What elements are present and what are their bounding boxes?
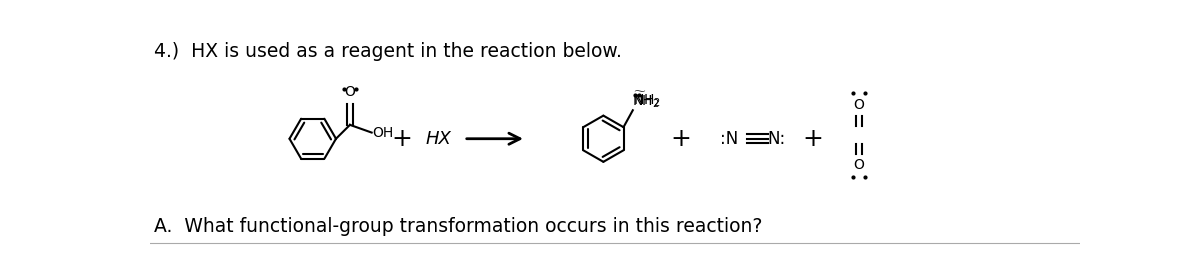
Text: +: +: [671, 127, 691, 151]
Text: HX: HX: [425, 130, 451, 148]
Text: +: +: [391, 127, 413, 151]
Text: $\mathregular{\widetilde{N}H_2}$: $\mathregular{\widetilde{N}H_2}$: [632, 90, 661, 109]
Text: N:: N:: [768, 130, 786, 148]
Text: 4.)  HX is used as a reagent in the reaction below.: 4.) HX is used as a reagent in the react…: [154, 42, 622, 61]
Text: O: O: [853, 98, 864, 112]
Text: O: O: [853, 158, 864, 172]
Text: OH: OH: [372, 125, 394, 140]
Text: :N: :N: [720, 130, 738, 148]
Text: A.  What functional-group transformation occurs in this reaction?: A. What functional-group transformation …: [154, 217, 762, 236]
Text: O: O: [344, 86, 355, 99]
Text: +: +: [802, 127, 823, 151]
Text: NH$_2$: NH$_2$: [632, 94, 660, 110]
